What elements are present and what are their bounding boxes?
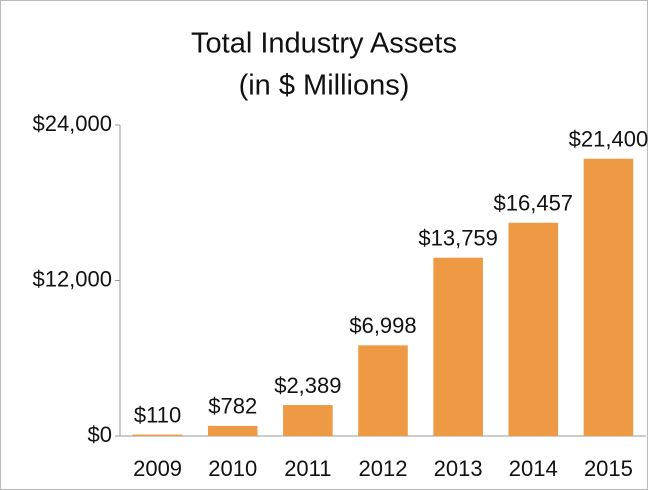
- x-tick-label: 2014: [509, 456, 558, 481]
- x-tick-label: 2012: [359, 456, 408, 481]
- x-tick-label: 2015: [584, 456, 633, 481]
- bar: [358, 345, 408, 436]
- x-tick-label: 2013: [434, 456, 483, 481]
- bar: [207, 425, 258, 436]
- x-tick-label: 2009: [133, 456, 182, 481]
- y-tick-label: $0: [88, 422, 112, 447]
- value-label: $13,759: [418, 226, 498, 251]
- bar: [433, 257, 483, 436]
- bar: [508, 222, 559, 436]
- y-tick-label: $12,000: [32, 266, 112, 291]
- x-tick-label: 2011: [284, 456, 331, 481]
- y-tick-label: $24,000: [32, 111, 112, 136]
- chart-subtitle: (in $ Millions): [239, 70, 410, 102]
- value-label: $16,457: [494, 191, 574, 216]
- chart-title: Total Industry Assets: [191, 28, 457, 60]
- value-label: $782: [208, 394, 257, 419]
- bar: [132, 434, 183, 436]
- bar: [283, 405, 333, 436]
- value-label: $21,400: [569, 127, 648, 152]
- value-label: $2,389: [274, 373, 341, 398]
- x-tick-label: 2010: [208, 456, 257, 481]
- value-label: $6,998: [349, 313, 416, 338]
- value-label: $110: [134, 402, 181, 427]
- bar: [583, 158, 634, 437]
